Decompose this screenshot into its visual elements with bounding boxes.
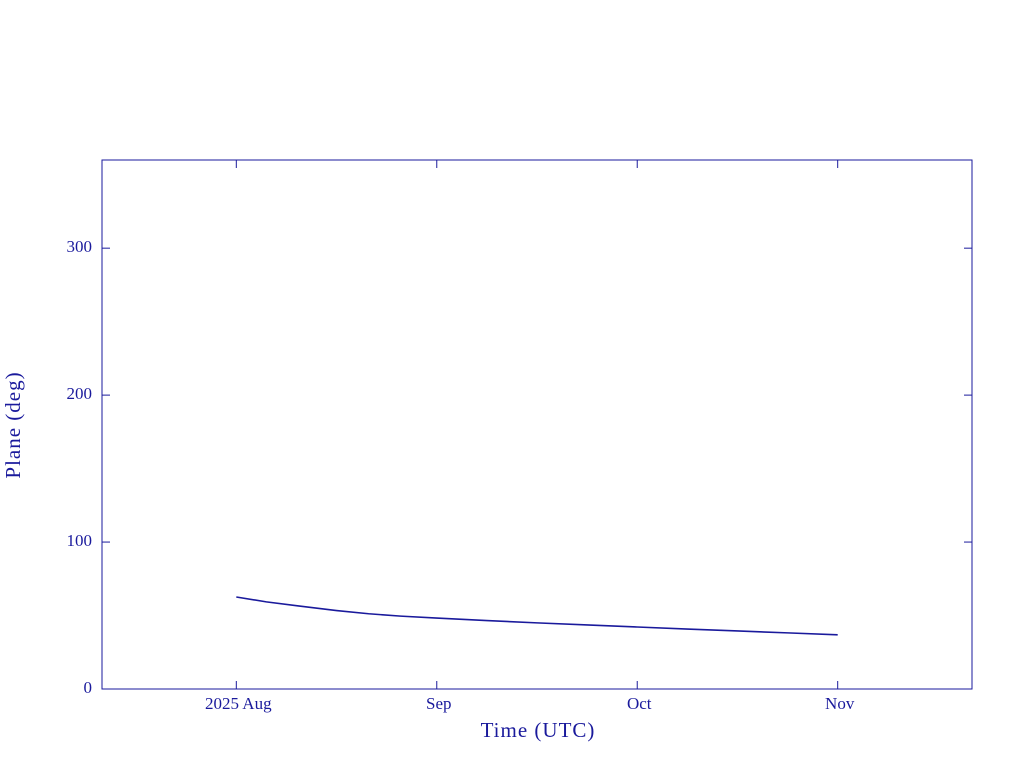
y-tick-label: 200: [67, 384, 93, 403]
x-tick-label: Sep: [426, 694, 452, 713]
y-tick-label: 0: [84, 678, 93, 697]
x-tick-label: Oct: [627, 694, 652, 713]
x-tick-label: 2025 Aug: [205, 694, 272, 713]
data-line: [236, 596, 838, 636]
plot-frame: [101, 159, 973, 690]
x-tick-label: Nov: [825, 694, 855, 713]
y-tick-label: 300: [67, 237, 93, 256]
y-axis-title: Plane (deg): [1, 371, 25, 478]
x-axis-title: Time (UTC): [481, 718, 596, 742]
y-tick-label: 100: [67, 531, 93, 550]
